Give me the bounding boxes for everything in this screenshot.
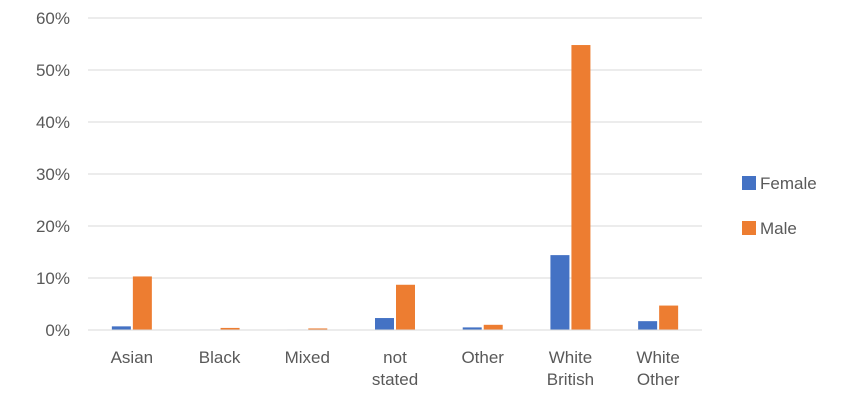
bar-female-6: [638, 321, 658, 330]
bars: [111, 45, 679, 331]
bar-male-3: [396, 284, 415, 330]
y-tick-label: 0%: [45, 321, 70, 340]
category-label: White Other: [636, 348, 679, 389]
bar-female-3: [375, 318, 394, 330]
bar-female-4: [462, 327, 482, 330]
y-tick-label: 30%: [36, 165, 70, 184]
category-label: not stated: [372, 348, 418, 389]
gridlines: [88, 17, 702, 279]
legend-swatch-male: [742, 221, 756, 235]
y-axis-ticks: 0% 10% 20% 30% 40% 50% 60%: [36, 9, 70, 340]
bar-male-1: [220, 327, 240, 330]
category-label: White British: [547, 348, 594, 389]
legend-label-female: Female: [760, 174, 817, 193]
category-label: Other: [461, 348, 504, 367]
category-label: Mixed: [285, 348, 330, 367]
y-tick-label: 40%: [36, 113, 70, 132]
category-label: Black: [199, 348, 241, 367]
y-tick-label: 20%: [36, 217, 70, 236]
legend-swatch-female: [742, 176, 756, 190]
category-labels: Asian Black Mixed not stated Other White Britis…: [111, 348, 680, 389]
bar-female-5: [550, 255, 570, 330]
legend: Female Male: [742, 174, 817, 238]
y-tick-label: 60%: [36, 9, 70, 28]
bar-male-0: [132, 276, 152, 330]
y-tick-label: 50%: [36, 61, 70, 80]
category-label: Asian: [111, 348, 154, 367]
bar-male-5: [571, 45, 591, 330]
bar-female-0: [111, 326, 131, 330]
y-tick-label: 10%: [36, 269, 70, 288]
bar-male-4: [483, 324, 503, 330]
bar-male-2: [308, 328, 328, 330]
bar-male-6: [659, 305, 679, 330]
legend-label-male: Male: [760, 219, 797, 238]
